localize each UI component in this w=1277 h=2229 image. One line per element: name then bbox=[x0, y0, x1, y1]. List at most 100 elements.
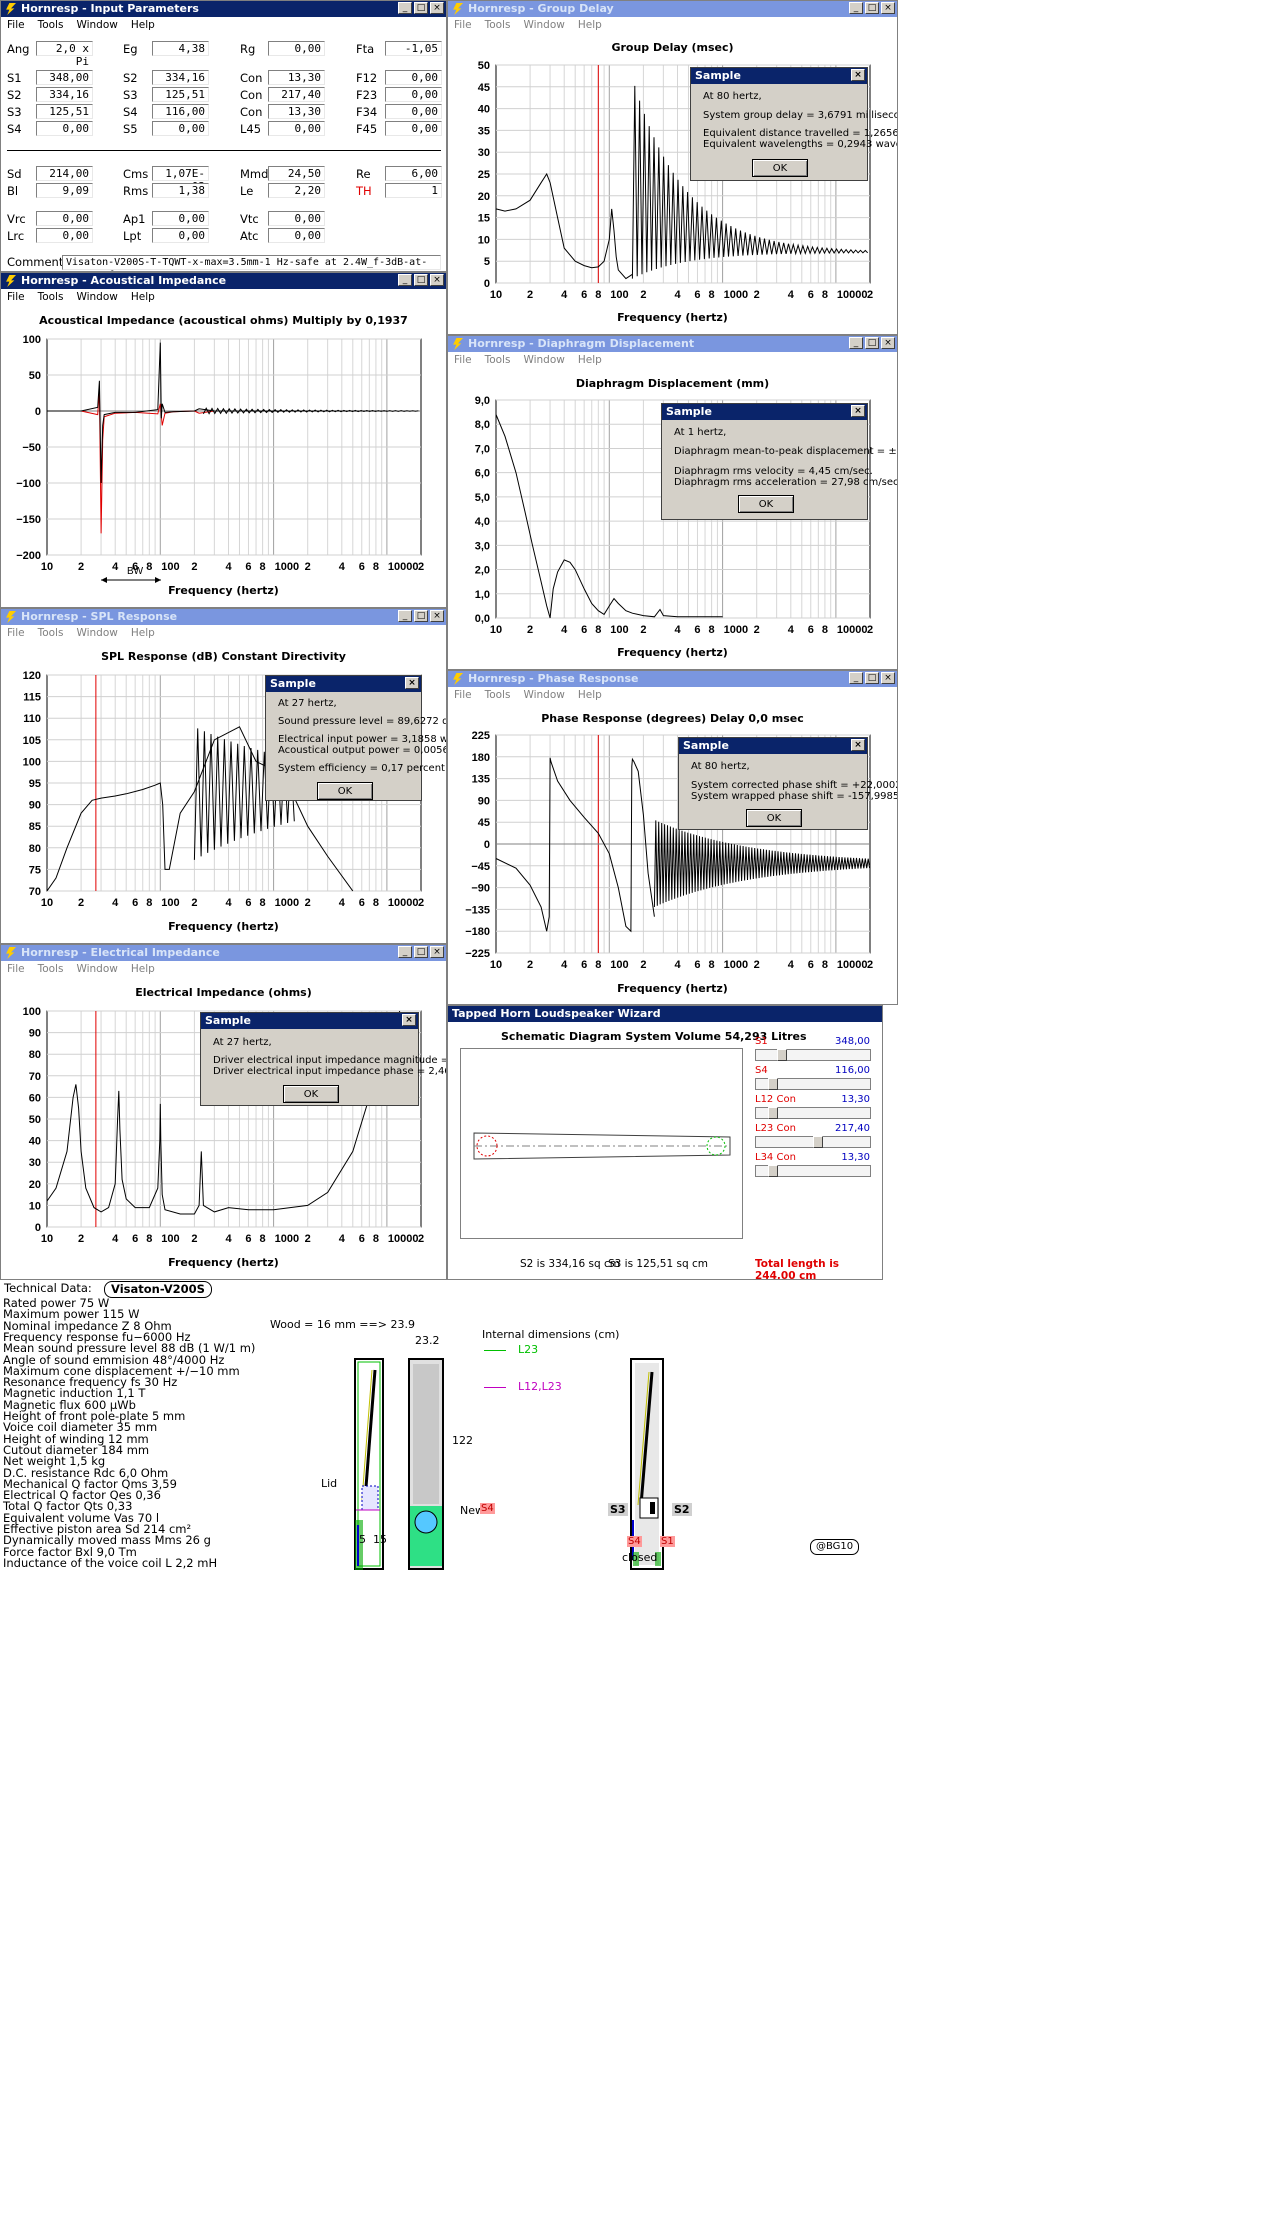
maximize-icon[interactable]: □ bbox=[865, 2, 879, 14]
close-icon[interactable]: × bbox=[430, 274, 444, 286]
param-field-lpt[interactable]: 0,00 bbox=[152, 228, 209, 243]
menu-window[interactable]: Window bbox=[76, 19, 118, 31]
ok-button[interactable]: OK bbox=[746, 809, 802, 827]
dialog-title-bar[interactable]: Sample × bbox=[691, 68, 867, 84]
menu-tools[interactable]: Tools bbox=[484, 689, 511, 701]
close-icon[interactable]: × bbox=[881, 672, 895, 684]
title-bar[interactable]: Tapped Horn Loudspeaker Wizard bbox=[448, 1006, 882, 1022]
param-field-sd[interactable]: 214,00 bbox=[36, 166, 93, 181]
close-icon[interactable]: × bbox=[430, 2, 444, 14]
dialog-title-bar[interactable]: Sample × bbox=[662, 404, 867, 420]
param-field-con[interactable]: 217,40 bbox=[268, 87, 325, 102]
menu-help[interactable]: Help bbox=[130, 291, 155, 303]
param-field-fta[interactable]: -1,05 bbox=[385, 41, 442, 56]
param-field-f45[interactable]: 0,00 bbox=[385, 121, 442, 136]
slider-track[interactable] bbox=[755, 1049, 871, 1061]
close-icon[interactable]: × bbox=[851, 405, 865, 417]
param-field-bl[interactable]: 9,09 bbox=[36, 183, 93, 198]
title-bar[interactable]: Hornresp - Acoustical Impedance _ □ × bbox=[1, 273, 446, 289]
maximize-icon[interactable]: □ bbox=[865, 337, 879, 349]
close-icon[interactable]: × bbox=[881, 2, 895, 14]
param-field-f23[interactable]: 0,00 bbox=[385, 87, 442, 102]
menu-tools[interactable]: Tools bbox=[37, 627, 64, 639]
slider-track[interactable] bbox=[755, 1078, 871, 1090]
slider-track[interactable] bbox=[755, 1136, 871, 1148]
param-field-l45[interactable]: 0,00 bbox=[268, 121, 325, 136]
slider-track[interactable] bbox=[755, 1107, 871, 1119]
param-field-s3[interactable]: 125,51 bbox=[36, 104, 93, 119]
maximize-icon[interactable]: □ bbox=[414, 946, 428, 958]
param-field-con[interactable]: 13,30 bbox=[268, 104, 325, 119]
param-field-mmd[interactable]: 24,50 bbox=[268, 166, 325, 181]
param-field-lrc[interactable]: 0,00 bbox=[36, 228, 93, 243]
menu-file[interactable]: File bbox=[454, 689, 472, 701]
menu-file[interactable]: File bbox=[454, 19, 472, 31]
menu-help[interactable]: Help bbox=[130, 963, 155, 975]
menu-file[interactable]: File bbox=[7, 963, 25, 975]
menu-window[interactable]: Window bbox=[523, 19, 565, 31]
param-field-th[interactable]: 1 bbox=[385, 183, 442, 198]
menu-window[interactable]: Window bbox=[76, 627, 118, 639]
param-field-s3[interactable]: 125,51 bbox=[152, 87, 209, 102]
param-field-ang[interactable]: 2,0 x Pi bbox=[36, 41, 93, 68]
param-field-vrc[interactable]: 0,00 bbox=[36, 211, 93, 226]
dialog-title-bar[interactable]: Sample × bbox=[679, 738, 867, 754]
param-field-f12[interactable]: 0,00 bbox=[385, 70, 442, 85]
param-field-re[interactable]: 6,00 bbox=[385, 166, 442, 181]
title-bar[interactable]: Hornresp - Phase Response _ □ × bbox=[448, 671, 897, 687]
ok-button[interactable]: OK bbox=[283, 1085, 339, 1103]
slider-thumb[interactable] bbox=[777, 1049, 787, 1061]
param-field-s2[interactable]: 334,16 bbox=[36, 87, 93, 102]
minimize-icon[interactable]: _ bbox=[398, 946, 412, 958]
slider-thumb[interactable] bbox=[768, 1107, 778, 1119]
menu-file[interactable]: File bbox=[7, 627, 25, 639]
param-field-vtc[interactable]: 0,00 bbox=[268, 211, 325, 226]
close-icon[interactable]: × bbox=[881, 337, 895, 349]
title-bar[interactable]: Hornresp - SPL Response _ □ × bbox=[1, 609, 446, 625]
menu-file[interactable]: File bbox=[7, 19, 25, 31]
menu-tools[interactable]: Tools bbox=[37, 19, 64, 31]
menu-tools[interactable]: Tools bbox=[37, 291, 64, 303]
maximize-icon[interactable]: □ bbox=[865, 672, 879, 684]
close-icon[interactable]: × bbox=[851, 739, 865, 751]
slider-thumb[interactable] bbox=[768, 1165, 778, 1177]
menu-window[interactable]: Window bbox=[76, 291, 118, 303]
title-bar[interactable]: Hornresp - Input Parameters _ □ × bbox=[1, 1, 446, 17]
minimize-icon[interactable]: _ bbox=[849, 337, 863, 349]
title-bar[interactable]: Hornresp - Group Delay _ □ × bbox=[448, 1, 897, 17]
param-field-le[interactable]: 2,20 bbox=[268, 183, 325, 198]
param-field-con[interactable]: 13,30 bbox=[268, 70, 325, 85]
param-field-s4[interactable]: 0,00 bbox=[36, 121, 93, 136]
ok-button[interactable]: OK bbox=[738, 495, 794, 513]
minimize-icon[interactable]: _ bbox=[398, 274, 412, 286]
minimize-icon[interactable]: _ bbox=[398, 2, 412, 14]
param-field-rg[interactable]: 0,00 bbox=[268, 41, 325, 56]
param-field-s4[interactable]: 116,00 bbox=[152, 104, 209, 119]
title-bar[interactable]: Hornresp - Diaphragm Displacement _ □ × bbox=[448, 336, 897, 352]
menu-help[interactable]: Help bbox=[130, 19, 155, 31]
menu-file[interactable]: File bbox=[454, 354, 472, 366]
close-icon[interactable]: × bbox=[430, 946, 444, 958]
menu-tools[interactable]: Tools bbox=[37, 963, 64, 975]
slider-thumb[interactable] bbox=[768, 1078, 778, 1090]
param-field-s1[interactable]: 348,00 bbox=[36, 70, 93, 85]
dialog-title-bar[interactable]: Sample × bbox=[201, 1013, 418, 1029]
comment-field[interactable]: Visaton-V200S-T-TQWT-x-max=3.5mm-1 Hz-sa… bbox=[62, 255, 441, 271]
param-field-s2[interactable]: 334,16 bbox=[152, 70, 209, 85]
ok-button[interactable]: OK bbox=[317, 782, 373, 800]
slider-thumb[interactable] bbox=[813, 1136, 823, 1148]
param-field-rms[interactable]: 1,38 bbox=[152, 183, 209, 198]
slider-track[interactable] bbox=[755, 1165, 871, 1177]
dialog-title-bar[interactable]: Sample × bbox=[266, 676, 421, 692]
minimize-icon[interactable]: _ bbox=[849, 2, 863, 14]
maximize-icon[interactable]: □ bbox=[414, 610, 428, 622]
param-field-f34[interactable]: 0,00 bbox=[385, 104, 442, 119]
title-bar[interactable]: Hornresp - Electrical Impedance _ □ × bbox=[1, 945, 446, 961]
maximize-icon[interactable]: □ bbox=[414, 2, 428, 14]
menu-help[interactable]: Help bbox=[577, 354, 602, 366]
close-icon[interactable]: × bbox=[430, 610, 444, 622]
param-field-cms[interactable]: 1,07E-03 bbox=[152, 166, 209, 193]
maximize-icon[interactable]: □ bbox=[414, 274, 428, 286]
close-icon[interactable]: × bbox=[851, 69, 865, 81]
param-field-atc[interactable]: 0,00 bbox=[268, 228, 325, 243]
